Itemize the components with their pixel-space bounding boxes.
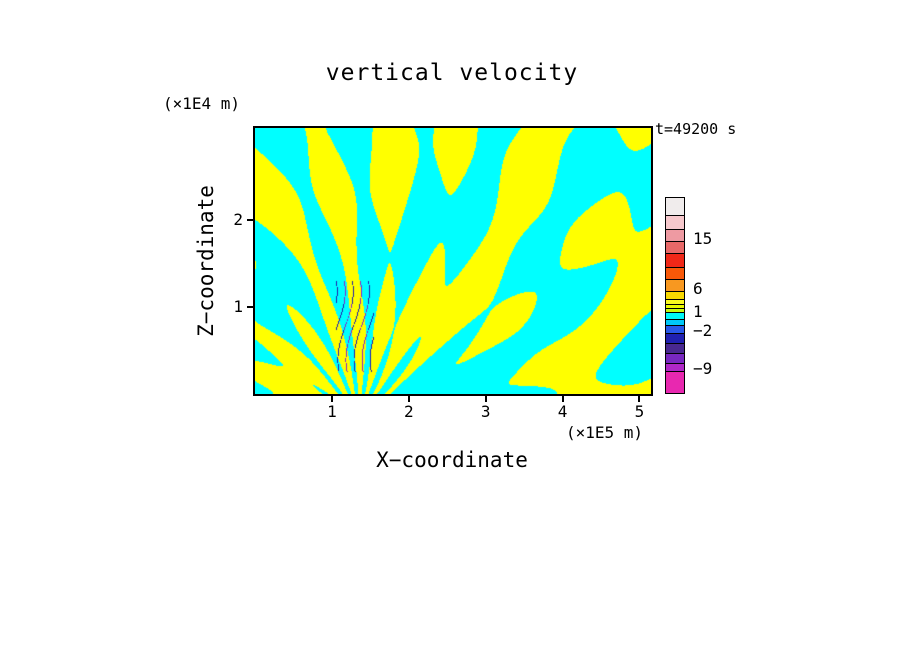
x-axis-units: (×1E5 m) [566,423,644,442]
y-tick-label: 2 [233,209,243,229]
time-annotation: t=49200 s [655,120,737,138]
colorbar-segment [666,354,684,364]
colorbar-segment [666,364,684,372]
colorbar-segment [666,320,684,326]
colorbar-segment [666,242,684,254]
y-axis-units: (×1E4 m) [163,94,241,113]
x-tick-mark [484,394,487,402]
colorbar-tick-label: −2 [693,321,713,340]
colorbar-tick-label: −9 [693,359,713,378]
colorbar-segment [666,280,684,292]
colorbar-segment [666,309,684,313]
colorbar-segment [666,326,684,334]
y-tick-mark [247,218,255,221]
colorbar-segment [666,305,684,309]
x-tick-mark [638,394,641,402]
colorbar-segment [666,334,684,344]
colorbar-segment [666,254,684,268]
colorbar-segment [666,344,684,354]
colorbar-segment [666,230,684,242]
x-tick-mark [407,394,410,402]
colorbar-segment [666,372,684,393]
x-tick-label: 4 [557,402,568,421]
x-axis-label: X−coordinate [376,448,528,472]
chart-title: vertical velocity [325,60,579,86]
colorbar-tick-label: 1 [693,302,703,321]
y-tick-mark [247,305,255,308]
x-tick-label: 3 [480,402,491,421]
colorbar-segment [666,198,684,216]
colorbar-tick-label: 15 [693,229,713,248]
y-tick-label: 1 [233,296,243,316]
x-tick-label: 2 [403,402,414,421]
colorbar-segment [666,216,684,230]
colorbar-segment [666,268,684,280]
heatmap-canvas [255,128,651,394]
plot-area [253,126,653,396]
x-tick-mark [330,394,333,402]
colorbar-segment [666,313,684,320]
colorbar-segment [666,300,684,305]
x-tick-label: 1 [327,402,337,421]
colorbar-segment [666,292,684,300]
y-axis-label: Z−coordinate [194,185,218,337]
colorbar [665,197,685,394]
colorbar-tick-label: 6 [693,279,703,298]
x-tick-mark [561,394,564,402]
x-tick-label: 5 [634,402,645,421]
